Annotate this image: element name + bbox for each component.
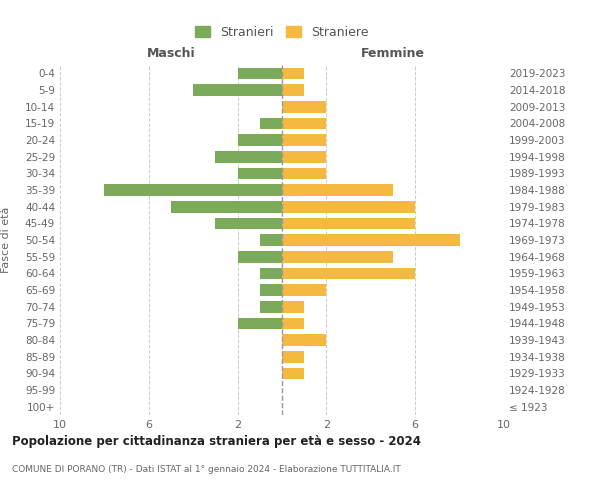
Text: Maschi: Maschi xyxy=(146,47,196,60)
Bar xyxy=(215,218,282,229)
Bar xyxy=(238,168,282,179)
Bar xyxy=(282,351,304,362)
Bar xyxy=(238,251,282,262)
Text: COMUNE DI PORANO (TR) - Dati ISTAT al 1° gennaio 2024 - Elaborazione TUTTITALIA.: COMUNE DI PORANO (TR) - Dati ISTAT al 1°… xyxy=(12,465,401,474)
Bar xyxy=(282,201,415,212)
Bar xyxy=(282,234,460,246)
Bar xyxy=(171,201,282,212)
Bar xyxy=(260,234,282,246)
Bar xyxy=(282,168,326,179)
Bar xyxy=(282,184,393,196)
Bar xyxy=(260,118,282,129)
Legend: Stranieri, Straniere: Stranieri, Straniere xyxy=(195,26,369,39)
Bar xyxy=(282,134,326,146)
Bar xyxy=(282,151,326,162)
Bar xyxy=(282,251,393,262)
Bar xyxy=(282,101,326,112)
Bar xyxy=(238,134,282,146)
Bar xyxy=(238,68,282,79)
Bar xyxy=(260,268,282,279)
Text: Popolazione per cittadinanza straniera per età e sesso - 2024: Popolazione per cittadinanza straniera p… xyxy=(12,435,421,448)
Bar xyxy=(260,284,282,296)
Bar xyxy=(260,301,282,312)
Bar xyxy=(282,68,304,79)
Bar xyxy=(282,284,326,296)
Bar xyxy=(282,118,326,129)
Bar xyxy=(193,84,282,96)
Bar xyxy=(282,218,415,229)
Bar xyxy=(238,318,282,329)
Bar xyxy=(282,318,304,329)
Bar xyxy=(282,84,304,96)
Text: Femmine: Femmine xyxy=(361,47,425,60)
Bar xyxy=(282,368,304,379)
Bar xyxy=(104,184,282,196)
Text: Fasce di età: Fasce di età xyxy=(1,207,11,273)
Bar xyxy=(282,268,415,279)
Bar xyxy=(215,151,282,162)
Bar xyxy=(282,334,326,346)
Bar xyxy=(282,301,304,312)
